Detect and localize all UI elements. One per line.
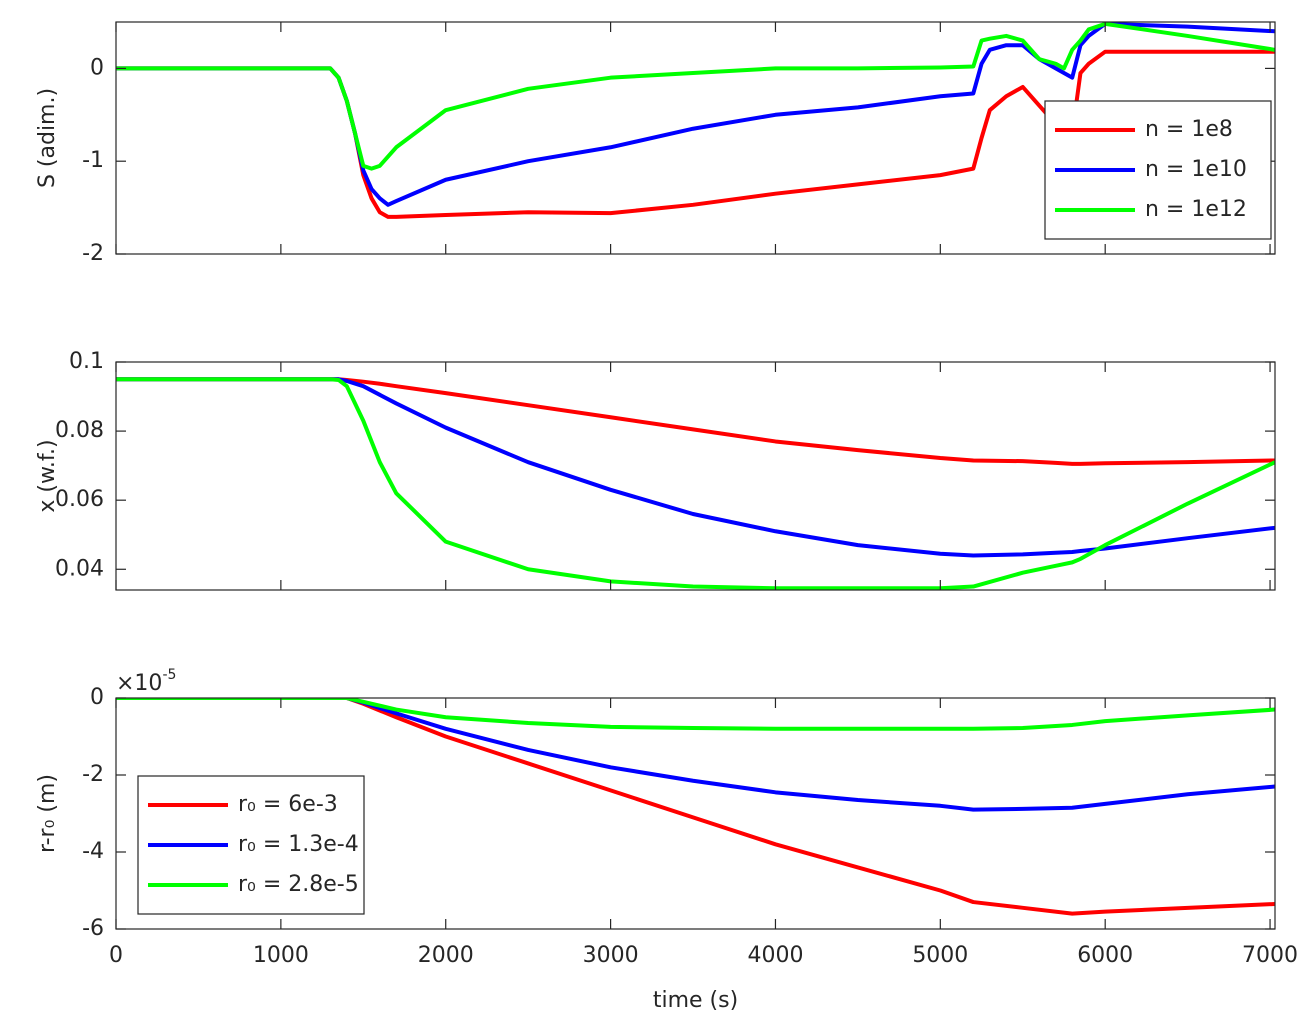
- legend-label: n = 1e10: [1145, 157, 1247, 182]
- legend-label: r₀ = 2.8e-5: [238, 872, 359, 897]
- data-line: [116, 377, 1275, 590]
- y-tick-label: -4: [82, 839, 104, 864]
- y-tick-label: 0: [90, 685, 104, 710]
- y-multiplier-exponent: -5: [162, 667, 176, 683]
- legend: n = 1e8 n = 1e10 n = 1e12: [1044, 100, 1272, 240]
- legend: r₀ = 6e-3 r₀ = 1.3e-4 r₀ = 2.8e-5: [137, 775, 365, 915]
- data-line: [116, 377, 1275, 466]
- y-multiplier: ×10-5: [116, 667, 176, 696]
- data-line: [116, 377, 1275, 558]
- x-tick-label: 5000: [912, 943, 968, 968]
- y-tick-label: -1: [82, 148, 104, 173]
- data-line: [116, 698, 1275, 812]
- x-tick-label: 0: [109, 943, 123, 968]
- axes-box: [115, 361, 1276, 591]
- y-tick-label: -2: [82, 762, 104, 787]
- x-tick-label: 1000: [253, 943, 309, 968]
- axes-box: [115, 697, 1276, 930]
- y-tick-label: 0.06: [55, 487, 104, 512]
- data-line: [116, 22, 1275, 171]
- y-tick-label: -2: [82, 241, 104, 266]
- y-tick-label: 0.04: [55, 556, 104, 581]
- y-tick-label: -6: [82, 916, 104, 941]
- x-tick-label: 3000: [583, 943, 639, 968]
- x-axis-label: time (s): [653, 988, 738, 1013]
- axes-box: [115, 21, 1276, 255]
- x-tick-label: 2000: [418, 943, 474, 968]
- data-line: [116, 698, 1275, 731]
- plot-area: [116, 698, 1275, 916]
- legend-label: n = 1e12: [1145, 197, 1247, 222]
- y-tick-label: 0: [90, 55, 104, 80]
- plot-area: [116, 377, 1275, 590]
- x-tick-label: 7000: [1242, 943, 1298, 968]
- x-tick-label: 6000: [1077, 943, 1133, 968]
- y-tick-label: 0.1: [69, 349, 104, 374]
- y-axis-label: r-r₀ (m): [35, 774, 60, 853]
- y-tick-label: 0.08: [55, 418, 104, 443]
- legend-label: n = 1e8: [1145, 117, 1233, 142]
- legend-label: r₀ = 6e-3: [238, 792, 338, 817]
- y-axis-label: x (w.f.): [35, 439, 60, 512]
- legend-label: r₀ = 1.3e-4: [238, 832, 359, 857]
- y-axis-label: S (adim.): [35, 88, 60, 188]
- x-tick-label: 4000: [747, 943, 803, 968]
- y-multiplier-base: ×10: [116, 671, 162, 696]
- data-line: [116, 698, 1275, 916]
